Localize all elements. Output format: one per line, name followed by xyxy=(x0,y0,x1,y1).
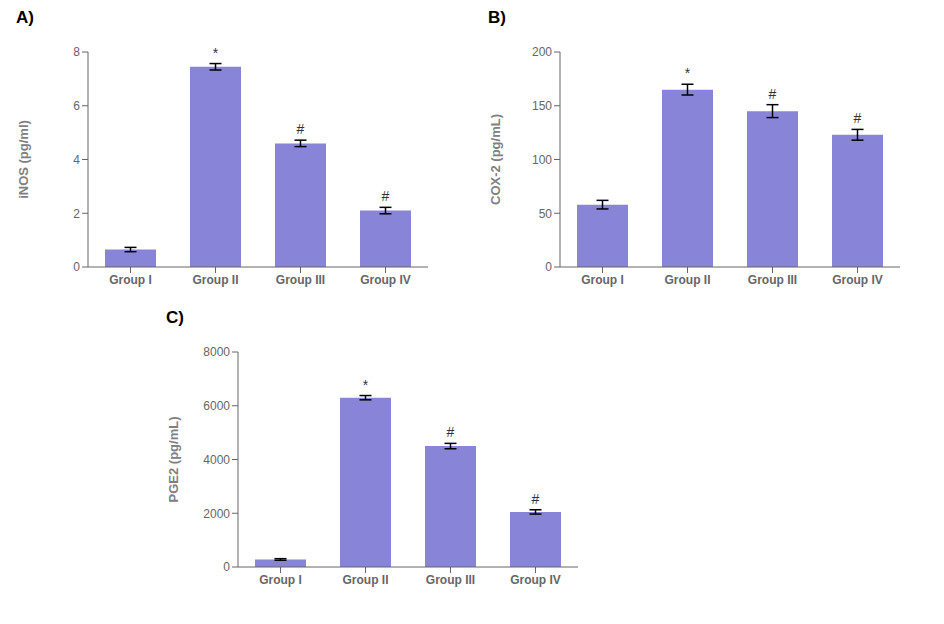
svg-text:PGE2 (pg/mL): PGE2 (pg/mL) xyxy=(166,417,181,503)
svg-text:Group IV: Group IV xyxy=(510,573,561,587)
svg-text:4: 4 xyxy=(73,153,80,167)
svg-text:Group IV: Group IV xyxy=(832,273,883,287)
svg-text:Group I: Group I xyxy=(259,573,302,587)
svg-text:100: 100 xyxy=(532,153,552,167)
svg-text:#: # xyxy=(532,491,540,507)
svg-text:0: 0 xyxy=(73,260,80,274)
svg-text:8: 8 xyxy=(73,45,80,59)
svg-text:2: 2 xyxy=(73,207,80,221)
svg-text:200: 200 xyxy=(532,45,552,59)
html-text:B): B) xyxy=(488,8,506,27)
svg-text:0: 0 xyxy=(223,560,230,574)
svg-text:Group II: Group II xyxy=(193,273,239,287)
svg-text:Group II: Group II xyxy=(343,573,389,587)
svg-text:*: * xyxy=(685,65,691,81)
svg-text:Group III: Group III xyxy=(426,573,475,587)
svg-text:0: 0 xyxy=(545,260,552,274)
svg-text:COX-2 (pg/mL): COX-2 (pg/mL) xyxy=(488,114,503,205)
svg-text:*: * xyxy=(213,45,219,61)
svg-text:4000: 4000 xyxy=(203,453,230,467)
svg-text:#: # xyxy=(382,188,390,204)
svg-text:Group IV: Group IV xyxy=(360,273,411,287)
svg-text:Group III: Group III xyxy=(276,273,325,287)
svg-text:#: # xyxy=(854,110,862,126)
svg-text:50: 50 xyxy=(539,207,553,221)
html-text:A): A) xyxy=(16,8,34,27)
svg-text:150: 150 xyxy=(532,99,552,113)
svg-text:2000: 2000 xyxy=(203,507,230,521)
svg-text:Group I: Group I xyxy=(109,273,152,287)
svg-text:#: # xyxy=(297,121,305,137)
svg-text:*: * xyxy=(363,377,369,393)
svg-text:Group III: Group III xyxy=(748,273,797,287)
svg-text:#: # xyxy=(769,86,777,102)
svg-text:iNOS (pg/ml): iNOS (pg/ml) xyxy=(16,120,31,199)
svg-text:Group I: Group I xyxy=(581,273,624,287)
svg-text:6000: 6000 xyxy=(203,399,230,413)
svg-text:6: 6 xyxy=(73,99,80,113)
svg-text:8000: 8000 xyxy=(203,345,230,359)
svg-text:Group II: Group II xyxy=(665,273,711,287)
html-text:C): C) xyxy=(166,308,184,327)
svg-text:#: # xyxy=(447,424,455,440)
